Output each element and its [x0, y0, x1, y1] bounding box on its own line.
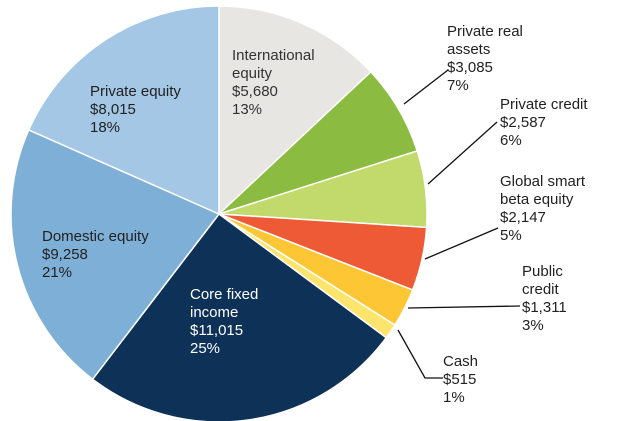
- slice-label: Private equity $8,015 18%: [90, 83, 220, 137]
- value-label: $9,258: [42, 246, 88, 263]
- share-label: 13%: [232, 101, 263, 118]
- value-label: $3,085: [447, 59, 493, 76]
- share-label: 6%: [500, 132, 522, 149]
- value-label: $5,680: [232, 83, 278, 100]
- category: Public credit: [522, 263, 563, 298]
- slice-label: Cash $515 1%: [443, 353, 503, 407]
- leader-line: [407, 305, 521, 309]
- share-label: 3%: [522, 317, 544, 334]
- value-label: $1,311: [522, 299, 567, 316]
- category: Domestic equity: [42, 228, 149, 245]
- value-label: $2,587: [500, 114, 546, 131]
- pie-slice: [91, 212, 388, 421]
- pie-slice: [10, 128, 221, 381]
- share-label: 21%: [42, 264, 73, 281]
- category: Private equity: [90, 83, 181, 100]
- leader-line: [427, 121, 498, 185]
- category: Private credit: [500, 96, 588, 113]
- leader-line: [424, 227, 499, 260]
- category: Core fixed income: [190, 286, 259, 321]
- category: Private real assets: [447, 23, 523, 58]
- value-label: $515: [443, 371, 477, 388]
- pie-slice: [218, 5, 372, 216]
- slice-label: Private real assets $3,085 7%: [447, 23, 537, 95]
- share-label: 7%: [447, 77, 469, 94]
- share-label: 5%: [500, 227, 522, 244]
- slice-label: Public credit $1,311 3%: [522, 263, 582, 335]
- share-label: 18%: [90, 119, 121, 136]
- category: International equity: [232, 47, 315, 82]
- category: Global smart beta equity: [500, 173, 586, 208]
- value-label: $11,015: [190, 322, 244, 339]
- slice-label: International equity $5,680 13%: [232, 47, 342, 119]
- value-label: $2,147: [500, 209, 546, 226]
- pie-slice: [27, 5, 220, 216]
- leader-line: [397, 329, 443, 379]
- slice-label: Core fixed income $11,015 25%: [190, 286, 295, 358]
- slice-label: Domestic equity $9,258 21%: [42, 228, 202, 282]
- share-label: 25%: [190, 340, 221, 357]
- value-label: $8,015: [90, 101, 136, 118]
- leader-line: [403, 69, 449, 105]
- share-label: 1%: [443, 389, 465, 406]
- category: Cash: [443, 353, 479, 370]
- slice-label: Global smart beta equity $2,147 5%: [500, 173, 600, 245]
- slice-label: Private credit $2,587 6%: [500, 96, 620, 150]
